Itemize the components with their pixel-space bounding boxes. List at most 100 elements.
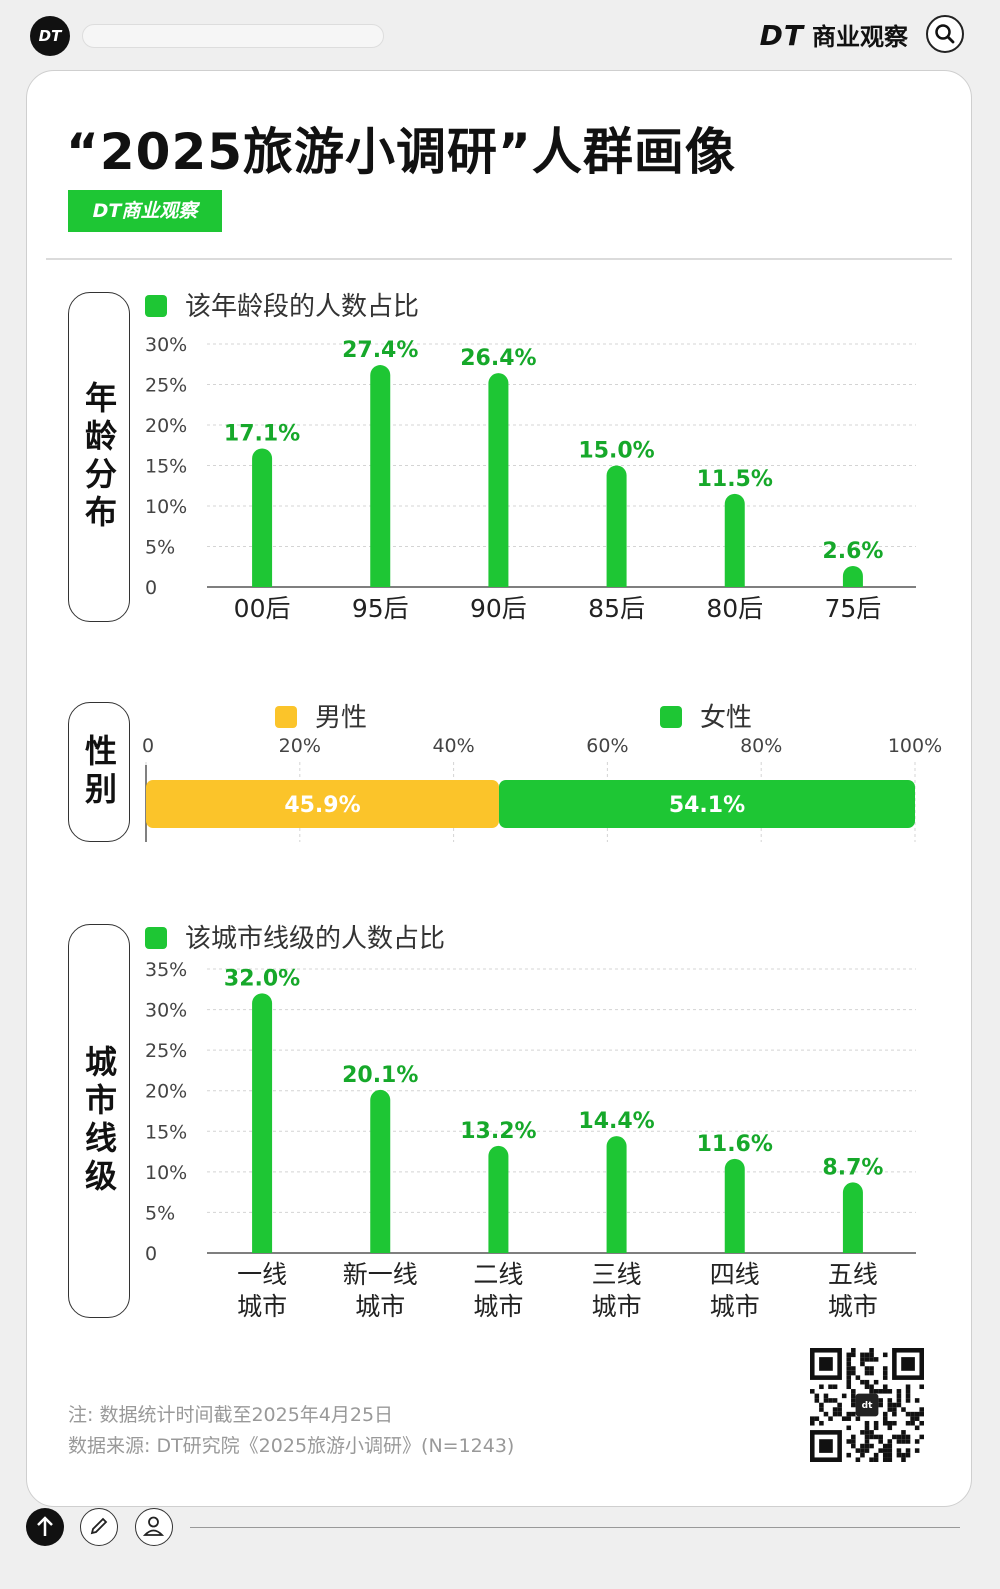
qr-module [882,1370,888,1376]
qr-module [896,1434,902,1440]
qr-module [851,1434,856,1440]
qr-module [905,1411,911,1417]
qr-code[interactable]: dt [810,1348,924,1462]
qr-finder [819,1439,833,1453]
qr-module [896,1389,902,1394]
qr-module [869,1389,874,1394]
qr-module [832,1398,838,1403]
qr-module [864,1352,870,1358]
qr-module [864,1425,870,1431]
qr-module [878,1448,883,1453]
qr-module [841,1416,847,1421]
qr-module [882,1366,888,1371]
age-section-title: 年龄分布 [80,381,118,533]
qr-module [864,1448,870,1453]
qr-module [823,1411,829,1417]
qr-module [864,1443,870,1449]
qr-module [887,1439,893,1444]
qr-module [919,1407,924,1412]
qr-module [882,1411,888,1417]
legend-swatch-green [660,706,682,728]
brand-logo: DT 商业观察 [760,18,908,54]
qr-module [905,1389,911,1394]
qr-module [860,1448,865,1453]
qr-module [914,1398,920,1403]
gender-section-title: 性别 [80,734,118,810]
city-section-title: 城市线级 [80,1045,118,1197]
qr-module [887,1448,893,1453]
qr-module [869,1443,874,1449]
qr-module [873,1457,879,1462]
qr-module [851,1389,856,1394]
brand-dt: DT [759,19,804,52]
qr-module [905,1452,911,1458]
qr-module [901,1407,906,1412]
qr-module [846,1379,852,1385]
source-note: 数据来源: DT研究院《2025旅游小调研》(N=1243) [68,1435,515,1457]
qr-module [832,1407,838,1412]
qr-module [882,1457,888,1462]
qr-module [919,1411,924,1417]
qr-module [860,1430,865,1435]
qr-module [882,1352,888,1358]
qr-module [864,1384,870,1390]
qr-module [901,1434,906,1440]
pencil-icon [90,1517,108,1535]
edit-button[interactable] [80,1508,118,1546]
qr-module [851,1366,856,1371]
profile-button[interactable] [135,1508,173,1546]
qr-module [846,1352,852,1358]
address-bar[interactable] [82,24,384,48]
footnotes: 注: 数据统计时间截至2025年4月25日 数据来源: DT研究院《2025旅游… [68,1400,514,1462]
qr-module [901,1452,906,1458]
qr-module [896,1448,902,1453]
arrow-up-icon [37,1516,53,1536]
qr-module [851,1398,856,1403]
qr-module [892,1420,897,1426]
qr-module [878,1439,883,1444]
qr-module [896,1393,902,1399]
page-title: “2025旅游小调研”人群画像 [66,123,736,181]
female-legend: 女性 [660,697,752,734]
qr-module [860,1352,865,1358]
qr-module [846,1375,852,1380]
qr-module [873,1452,879,1458]
qr-module [896,1398,902,1403]
qr-module [864,1370,870,1376]
scroll-top-button[interactable] [26,1508,64,1546]
qr-module [892,1402,897,1408]
qr-center-label: dt [862,1401,873,1411]
user-icon [142,1516,165,1536]
qr-module [851,1348,856,1353]
qr-module [887,1398,893,1403]
qr-module [869,1370,874,1376]
qr-finder [819,1357,833,1371]
qr-module [914,1425,920,1431]
qr-module [864,1357,870,1362]
qr-module [864,1420,870,1426]
qr-module [851,1443,856,1449]
qr-module [846,1416,852,1421]
qr-module [837,1411,842,1417]
qr-finder [901,1357,915,1371]
qr-module [864,1379,870,1385]
dt-logo-icon[interactable]: DT [30,16,70,56]
brand-name: 商业观察 [812,23,908,51]
qr-module [901,1457,906,1462]
gender-section-label: 性别 [68,702,130,842]
qr-module [823,1398,829,1403]
qr-module [892,1411,897,1417]
qr-module [905,1398,911,1403]
qr-module [878,1398,883,1403]
qr-module [914,1411,920,1417]
qr-module [914,1448,920,1453]
qr-module [882,1416,888,1421]
qr-module [892,1407,897,1412]
qr-module [882,1420,888,1426]
qr-module [864,1366,870,1371]
qr-module [819,1402,824,1408]
qr-module [860,1452,865,1458]
qr-module [814,1416,820,1421]
search-button[interactable] [926,15,964,53]
qr-module [873,1389,879,1394]
